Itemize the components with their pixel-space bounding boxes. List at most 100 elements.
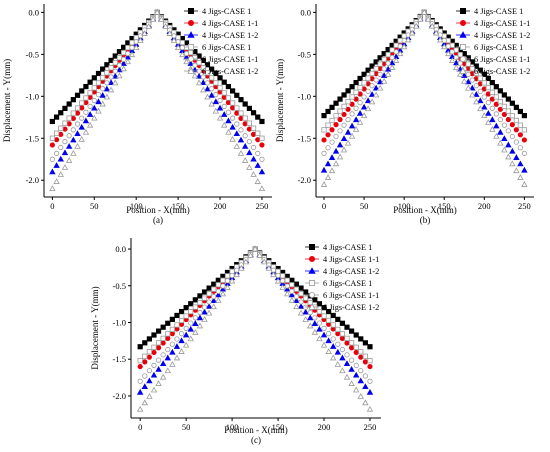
data-point (146, 377, 153, 384)
data-point (330, 312, 336, 319)
data-point (79, 115, 85, 121)
data-point (505, 153, 512, 160)
data-point (259, 142, 265, 148)
data-point (112, 79, 119, 86)
data-point (341, 92, 347, 98)
data-point (74, 130, 81, 136)
data-point (79, 105, 85, 111)
data-point (420, 9, 428, 15)
data-point (211, 294, 217, 300)
data-point (321, 313, 327, 319)
data-point (255, 137, 261, 143)
data-point (328, 167, 336, 174)
data-point (497, 106, 503, 112)
data-point (137, 363, 143, 370)
data-point (66, 101, 72, 107)
data-point (224, 273, 231, 279)
data-point (280, 273, 286, 279)
data-point (380, 77, 388, 84)
legend-entry-label: 6 Jigs-CASE 1-2 (323, 303, 379, 312)
data-point (91, 104, 98, 111)
data-point (344, 324, 350, 330)
data-point (188, 50, 194, 56)
data-point (348, 345, 355, 351)
data-point (457, 70, 464, 77)
data-point (348, 132, 356, 139)
legend-marker (459, 7, 466, 14)
data-point (339, 320, 345, 326)
data-point (155, 357, 162, 363)
data-point (493, 94, 499, 100)
data-point (201, 304, 208, 310)
data-point (160, 352, 166, 358)
data-point (213, 80, 219, 86)
data-point (187, 325, 194, 332)
data-point (204, 80, 211, 86)
data-point (116, 49, 123, 55)
data-point (228, 277, 236, 284)
data-point (215, 291, 222, 298)
data-point (501, 92, 507, 98)
data-point (246, 149, 253, 156)
data-point (201, 308, 208, 315)
data-point (289, 288, 295, 294)
data-point (509, 113, 515, 119)
data-point (137, 358, 143, 364)
data-point (61, 164, 69, 170)
data-point (489, 79, 495, 86)
data-point (453, 47, 459, 53)
data-point (204, 62, 211, 68)
data-point (225, 99, 232, 106)
data-point (204, 70, 211, 76)
data-point (238, 127, 244, 133)
data-point (321, 150, 327, 156)
data-point (469, 84, 476, 91)
data-point (521, 166, 528, 173)
y-axis-label: Displacement - Y(mm) (90, 286, 100, 369)
data-point (124, 58, 132, 65)
data-point (265, 264, 273, 271)
data-point (91, 75, 97, 81)
data-point (289, 277, 295, 283)
x-tick-label: 200 (318, 422, 331, 432)
data-point (200, 79, 207, 85)
data-point (485, 84, 491, 91)
data-point (302, 308, 309, 315)
data-point (132, 44, 140, 51)
data-point (197, 293, 203, 299)
x-axis-label: Position - X(mm) (126, 205, 190, 215)
data-point (173, 343, 181, 349)
data-point (373, 66, 379, 72)
data-point (416, 15, 424, 22)
data-point (392, 57, 400, 63)
data-point (62, 120, 68, 126)
chart-panel-c: 0 50 100 150 200 250 0.0 -0.5 -1.0 -1.5 -2.0 Positi… (90, 238, 381, 445)
data-point (275, 272, 281, 279)
data-point (361, 80, 367, 86)
data-point (293, 286, 300, 292)
data-point (254, 178, 261, 184)
data-point (339, 354, 346, 361)
data-point (348, 340, 355, 346)
data-point (174, 322, 180, 328)
data-point (208, 91, 215, 98)
data-point (95, 92, 102, 98)
data-point (345, 99, 351, 105)
legend-entry-label: 4 Jigs-CASE 1 (323, 243, 372, 252)
data-point (66, 133, 72, 139)
legend-marker (308, 303, 316, 310)
data-point (384, 70, 392, 77)
data-point (192, 297, 198, 303)
data-point (325, 132, 331, 138)
data-point (221, 103, 227, 109)
data-point (509, 100, 515, 106)
data-point (445, 43, 451, 49)
legend-marker (187, 67, 195, 74)
data-point (74, 92, 81, 98)
data-point (307, 309, 313, 316)
data-point (477, 105, 484, 112)
data-point (65, 157, 73, 163)
data-point (258, 168, 266, 175)
data-point (349, 94, 355, 100)
